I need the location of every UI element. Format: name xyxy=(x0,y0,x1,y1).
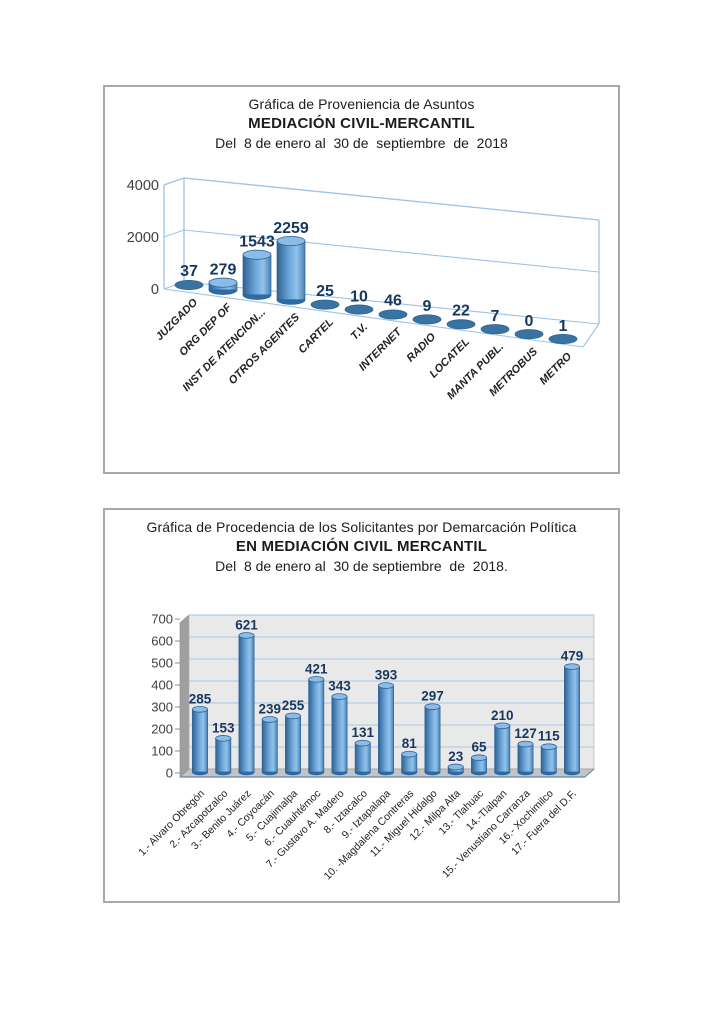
svg-text:65: 65 xyxy=(471,740,487,755)
demarcation-chart-titles: Gráfica de Procedencia de los Solicitant… xyxy=(105,519,618,574)
svg-text:46: 46 xyxy=(384,292,402,309)
svg-text:1: 1 xyxy=(559,318,568,335)
svg-text:10: 10 xyxy=(350,288,368,305)
svg-text:297: 297 xyxy=(421,689,444,704)
svg-text:9: 9 xyxy=(423,298,432,315)
svg-text:300: 300 xyxy=(151,700,173,715)
svg-text:285: 285 xyxy=(189,691,212,706)
svg-text:393: 393 xyxy=(375,668,398,683)
svg-text:T.V.: T.V. xyxy=(349,321,370,342)
svg-text:131: 131 xyxy=(351,725,374,740)
svg-text:100: 100 xyxy=(151,744,173,759)
svg-text:115: 115 xyxy=(538,729,560,744)
svg-text:0: 0 xyxy=(525,313,534,330)
svg-text:200: 200 xyxy=(151,722,173,737)
svg-text:421: 421 xyxy=(305,661,328,676)
provenance-chart: Gráfica de Proveniencia de Asuntos MEDIA… xyxy=(103,85,620,474)
svg-text:0: 0 xyxy=(151,282,159,298)
svg-text:2259: 2259 xyxy=(273,220,309,237)
chart-period: Del 8 de enero al 30 de septiembre de 20… xyxy=(215,135,508,151)
svg-text:127: 127 xyxy=(514,726,537,741)
provenance-chart-titles: Gráfica de Proveniencia de Asuntos MEDIA… xyxy=(105,96,618,151)
svg-text:23: 23 xyxy=(448,749,464,764)
svg-text:343: 343 xyxy=(328,679,351,694)
svg-text:1543: 1543 xyxy=(239,234,275,251)
svg-text:81: 81 xyxy=(402,736,418,751)
svg-text:621: 621 xyxy=(235,617,258,632)
svg-text:37: 37 xyxy=(180,263,198,280)
svg-text:25: 25 xyxy=(316,283,334,300)
svg-text:239: 239 xyxy=(258,701,281,716)
svg-text:500: 500 xyxy=(151,656,173,671)
svg-text:600: 600 xyxy=(151,634,173,649)
svg-text:153: 153 xyxy=(212,720,235,735)
chart-title: Gráfica de Proveniencia de Asuntos xyxy=(248,96,475,112)
svg-text:4000: 4000 xyxy=(127,178,159,194)
demarcation-chart: Gráfica de Procedencia de los Solicitant… xyxy=(103,508,620,903)
chart-subtitle: MEDIACIÓN CIVIL-MERCANTIL xyxy=(248,115,475,132)
svg-text:279: 279 xyxy=(210,262,237,279)
chart-title: Gráfica de Procedencia de los Solicitant… xyxy=(146,519,577,535)
chart-period: Del 8 de enero al 30 de septiembre de 20… xyxy=(215,558,508,574)
svg-text:22: 22 xyxy=(452,303,470,320)
svg-text:210: 210 xyxy=(491,708,514,723)
svg-text:0: 0 xyxy=(166,766,173,781)
chart-subtitle: EN MEDIACIÓN CIVIL MERCANTIL xyxy=(235,538,488,555)
svg-text:400: 400 xyxy=(151,678,173,693)
svg-text:RADIO: RADIO xyxy=(405,331,439,365)
svg-text:255: 255 xyxy=(282,698,305,713)
svg-text:2000: 2000 xyxy=(127,230,159,246)
svg-text:7: 7 xyxy=(491,308,500,325)
svg-text:700: 700 xyxy=(151,612,173,627)
svg-text:CARTEL: CARTEL xyxy=(296,316,336,356)
svg-text:479: 479 xyxy=(561,649,584,664)
svg-text:METRO: METRO xyxy=(538,350,575,387)
svg-text:OTROS AGENTES: OTROS AGENTES xyxy=(227,311,303,387)
